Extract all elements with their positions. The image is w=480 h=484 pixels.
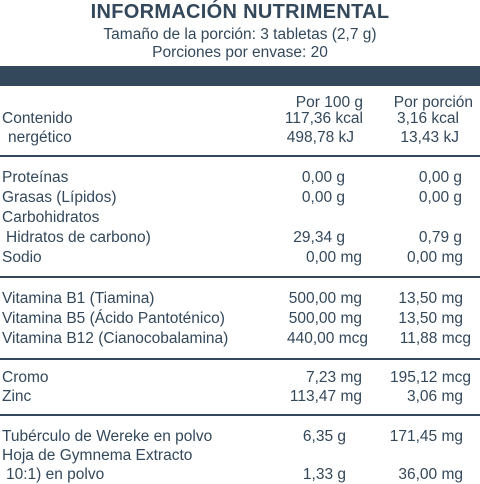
macro-label: Carbohidratos — [2, 209, 100, 226]
mineral-label: Cromo — [2, 369, 49, 386]
macro-value-100: 0,00 g — [301, 189, 345, 206]
macro-label: Proteínas — [2, 169, 69, 186]
energy-kj-serving: 13,43 kJ — [400, 129, 459, 146]
energy-kcal-100: 117,36 kcal — [284, 110, 363, 127]
servings-per-container: Porciones por envase: 20 — [152, 44, 328, 61]
vitamin-label: Vitamina B12 (Cianocobalamina) — [2, 330, 229, 347]
vitamin-value-100: 500,00 mg — [288, 310, 362, 327]
page-title: INFORMACIÓN NUTRIMENTAL — [90, 1, 390, 23]
mineral-value-serving: 3,06 mg — [406, 388, 463, 405]
energy-kj-100: 498,78 kJ — [286, 129, 354, 146]
header-bar — [0, 66, 480, 86]
vitamin-label: Vitamina B5 (Ácido Pantoténico) — [2, 310, 225, 327]
macro-value-serving: 0,79 g — [418, 229, 462, 246]
energy-kcal-serving: 3,16 kcal — [396, 110, 459, 127]
energy-label-line1: Contenido — [2, 110, 73, 127]
extract-label: Hoja de Gymnema Extracto — [2, 447, 193, 464]
macro-value-100: 0,00 g — [301, 169, 345, 186]
vitamin-label: Vitamina B1 (Tiamina) — [2, 290, 155, 307]
mineral-label: Zinc — [2, 388, 32, 405]
macro-value-100: 29,34 g — [293, 229, 345, 246]
column-header-per-serving: Por porción — [393, 94, 473, 111]
vitamin-value-serving: 11,88 mcg — [399, 330, 471, 347]
divider-1 — [0, 155, 480, 157]
vitamin-value-serving: 13,50 mg — [398, 290, 463, 307]
extract-value-serving: 36,00 mg — [398, 466, 463, 483]
macro-value-serving: 0,00 g — [418, 189, 462, 206]
vitamin-value-serving: 13,50 mg — [398, 310, 463, 327]
macro-value-100: 0,00 mg — [305, 249, 362, 266]
divider-2 — [0, 276, 480, 278]
extract-value-100: 6,35 g — [302, 428, 346, 445]
vitamin-value-100: 440,00 mcg — [287, 330, 368, 347]
mineral-value-100: 113,47 mg — [289, 388, 362, 405]
extract-value-100: 1,33 g — [302, 466, 346, 483]
divider-4 — [0, 414, 480, 416]
extract-label: Tubérculo de Wereke en polvo — [2, 428, 213, 445]
mineral-value-serving: 195,12 mcg — [390, 369, 471, 386]
macro-label: Sodio — [2, 249, 42, 266]
energy-label-line2: nergético — [8, 129, 72, 146]
extract-label: 10:1) en polvo — [6, 466, 105, 483]
serving-size: Tamaño de la porción: 3 tabletas (2,7 g) — [103, 26, 377, 43]
macro-value-serving: 0,00 mg — [406, 249, 463, 266]
macro-label: Grasas (Lípidos) — [2, 189, 117, 206]
macro-label: Hidratos de carbono) — [6, 229, 151, 246]
macro-value-serving: 0,00 g — [418, 169, 462, 186]
mineral-value-100: 7,23 mg — [305, 369, 362, 386]
column-header-per-100g: Por 100 g — [295, 94, 363, 111]
divider-3 — [0, 358, 480, 360]
vitamin-value-100: 500,00 mg — [288, 290, 362, 307]
extract-value-serving: 171,45 mg — [389, 428, 463, 445]
